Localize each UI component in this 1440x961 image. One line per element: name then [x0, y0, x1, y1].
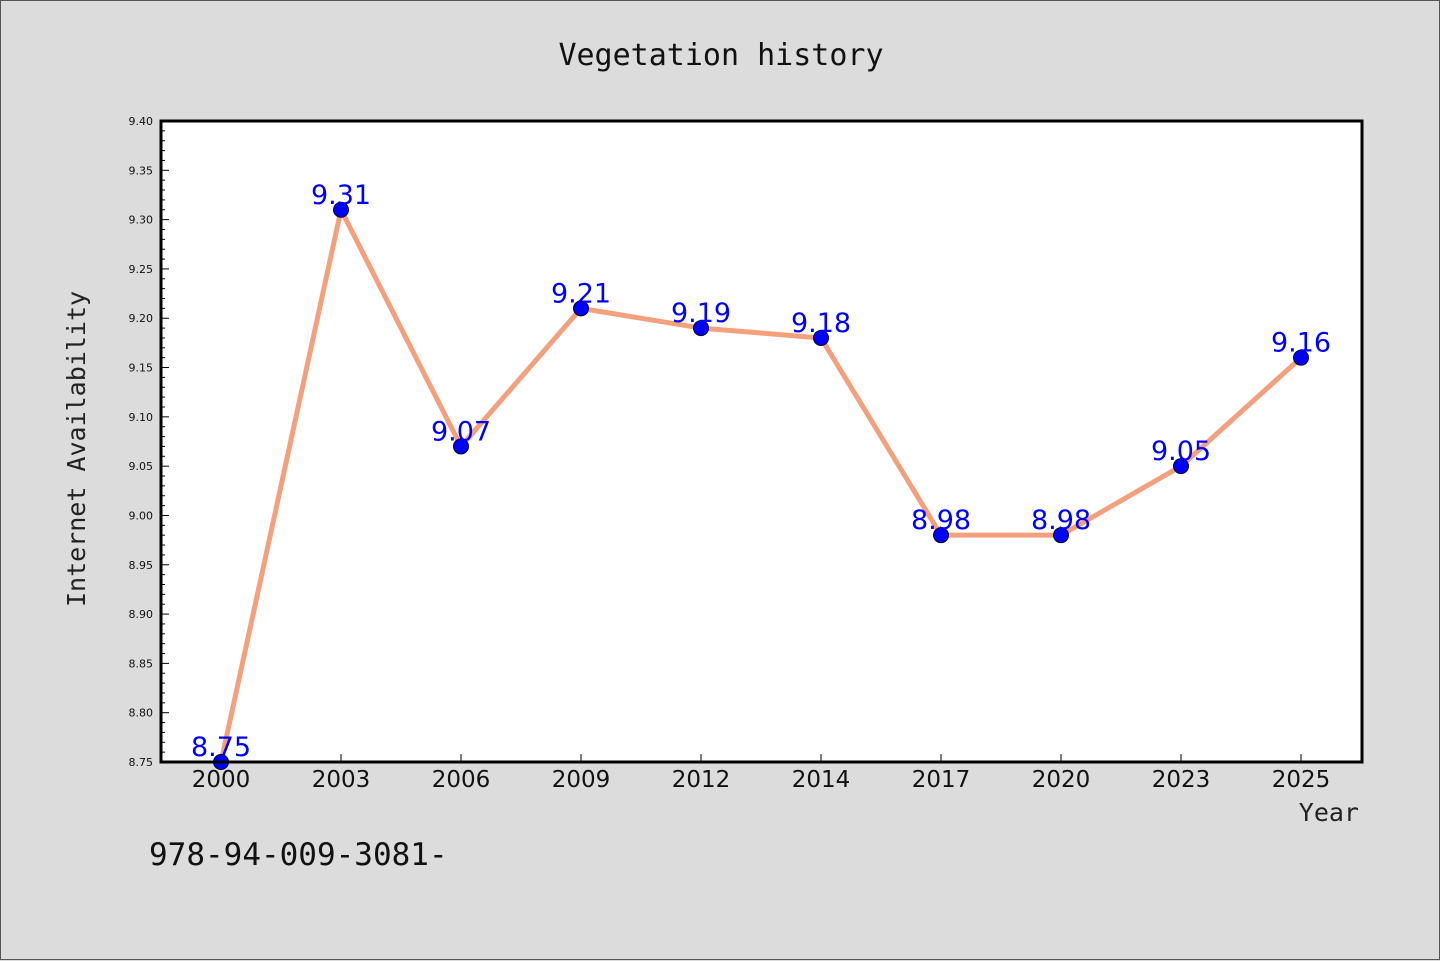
y-tick-label: 9.30: [129, 214, 154, 227]
data-label: 8.75: [191, 732, 251, 763]
axis-ticks: 8.75 8.80 8.85 8.90 8.95 9.00 9.05 9.10 9.15 9.20…: [129, 115, 1331, 793]
x-tick-label: 2006: [432, 767, 491, 793]
y-tick-label: 9.05: [129, 460, 154, 473]
data-point: [573, 300, 589, 317]
y-tick-label: 9.35: [129, 164, 154, 177]
x-tick-label: 2017: [912, 767, 971, 793]
y-tick-label: 9.20: [129, 312, 154, 325]
data-point: [333, 201, 349, 218]
y-tick-label: 8.75: [129, 756, 154, 769]
series-line: [218, 207, 1303, 763]
data-point: [1293, 349, 1309, 366]
data-label: 9.18: [791, 308, 851, 339]
y-tick-label: 9.00: [129, 509, 154, 522]
data-label: 8.98: [911, 505, 971, 536]
y-tick-label: 9.40: [129, 115, 154, 128]
y-tick-label: 8.85: [129, 657, 154, 670]
x-tick-label: 2003: [312, 767, 371, 793]
data-label: 9.07: [431, 416, 491, 447]
data-point: [1053, 527, 1069, 544]
data-point: [1173, 458, 1189, 475]
x-tick-label: 2020: [1032, 767, 1091, 793]
x-tick-label: 2023: [1152, 767, 1211, 793]
data-label: 9.05: [1151, 436, 1211, 467]
footer-text: 978-94-009-3081-: [149, 837, 448, 873]
data-point: [813, 329, 829, 346]
data-label: 9.31: [311, 180, 371, 211]
x-axis-label: Year: [1299, 798, 1359, 827]
y-tick-label: 9.10: [129, 411, 154, 424]
data-point: [693, 320, 709, 337]
x-tick-label: 2012: [672, 767, 731, 793]
y-tick-label: 9.15: [129, 362, 154, 375]
data-point: [453, 438, 469, 455]
data-point: [933, 527, 949, 544]
data-label: 8.98: [1031, 505, 1091, 536]
data-label: 9.19: [671, 298, 731, 329]
chart-title: Vegetation history: [558, 38, 883, 73]
x-tick-label: 2014: [792, 767, 851, 793]
data-label: 9.16: [1271, 328, 1331, 359]
plot-border: [159, 119, 1364, 764]
x-tick-label: 2025: [1272, 767, 1331, 793]
plot-area: [161, 121, 1362, 762]
data-label: 9.21: [551, 278, 611, 309]
y-axis-label: Internet Availability: [62, 291, 91, 607]
y-tick-label: 9.25: [129, 263, 154, 276]
y-tick-label: 8.90: [129, 608, 154, 621]
x-tick-label: 2000: [192, 767, 251, 793]
x-tick-label: 2009: [552, 767, 611, 793]
y-tick-label: 8.80: [129, 707, 154, 720]
y-tick-label: 8.95: [129, 559, 154, 572]
series-layer: 8.75 9.31 9.07 9.21 9.19 9.18 8.98 8.98 9.05 9.16: [191, 180, 1331, 770]
